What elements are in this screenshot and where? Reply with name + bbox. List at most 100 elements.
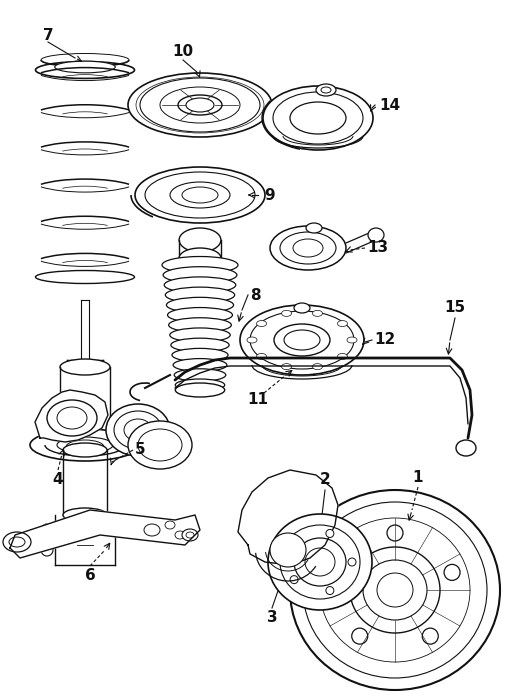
Ellipse shape	[270, 226, 346, 270]
Ellipse shape	[106, 404, 170, 456]
Text: 6: 6	[84, 567, 95, 583]
Ellipse shape	[321, 87, 331, 93]
Text: 14: 14	[379, 98, 400, 112]
Ellipse shape	[337, 320, 348, 327]
Ellipse shape	[182, 187, 218, 203]
Ellipse shape	[280, 525, 360, 599]
Ellipse shape	[273, 92, 363, 144]
Ellipse shape	[163, 267, 237, 283]
Ellipse shape	[167, 308, 232, 322]
Ellipse shape	[347, 337, 357, 343]
Ellipse shape	[186, 98, 214, 112]
Ellipse shape	[60, 359, 110, 375]
Ellipse shape	[377, 573, 413, 607]
Ellipse shape	[171, 338, 229, 352]
Ellipse shape	[316, 84, 336, 96]
Ellipse shape	[306, 223, 322, 233]
Ellipse shape	[35, 271, 135, 283]
Ellipse shape	[293, 239, 323, 257]
Polygon shape	[10, 510, 200, 558]
Text: 4: 4	[53, 473, 63, 487]
Ellipse shape	[140, 78, 260, 132]
Ellipse shape	[294, 538, 346, 586]
Text: 12: 12	[374, 332, 396, 348]
Ellipse shape	[368, 228, 384, 242]
Ellipse shape	[165, 287, 234, 303]
Text: 10: 10	[173, 45, 194, 59]
Ellipse shape	[57, 437, 113, 453]
Ellipse shape	[178, 95, 222, 115]
Ellipse shape	[162, 256, 238, 274]
Ellipse shape	[3, 532, 31, 552]
Ellipse shape	[170, 328, 230, 342]
Ellipse shape	[320, 518, 470, 662]
Text: 2: 2	[319, 473, 330, 487]
Ellipse shape	[282, 364, 291, 370]
Ellipse shape	[284, 330, 320, 350]
Ellipse shape	[128, 73, 272, 137]
Ellipse shape	[57, 407, 87, 429]
Text: 7: 7	[42, 27, 53, 43]
Ellipse shape	[257, 353, 267, 359]
Ellipse shape	[352, 628, 368, 644]
Ellipse shape	[350, 547, 440, 633]
Ellipse shape	[290, 102, 346, 134]
Ellipse shape	[63, 508, 107, 522]
Ellipse shape	[47, 400, 97, 436]
Ellipse shape	[165, 521, 175, 529]
Text: 3: 3	[267, 611, 278, 625]
Ellipse shape	[303, 502, 487, 678]
Ellipse shape	[166, 297, 233, 313]
Text: 13: 13	[368, 241, 389, 255]
Ellipse shape	[35, 61, 135, 78]
Ellipse shape	[172, 348, 228, 362]
Ellipse shape	[175, 531, 185, 539]
Ellipse shape	[179, 228, 221, 252]
Text: 11: 11	[247, 392, 268, 408]
Ellipse shape	[30, 429, 140, 461]
Ellipse shape	[312, 311, 323, 316]
Ellipse shape	[290, 490, 500, 690]
Polygon shape	[35, 390, 108, 442]
Ellipse shape	[270, 533, 306, 567]
Ellipse shape	[348, 558, 356, 566]
Text: 9: 9	[265, 188, 275, 202]
Ellipse shape	[182, 529, 198, 541]
Ellipse shape	[63, 443, 107, 457]
Ellipse shape	[444, 565, 460, 580]
Ellipse shape	[312, 364, 323, 370]
Ellipse shape	[274, 324, 330, 356]
Ellipse shape	[9, 537, 25, 547]
Ellipse shape	[55, 61, 115, 73]
Ellipse shape	[456, 440, 476, 456]
Ellipse shape	[280, 232, 336, 264]
Ellipse shape	[164, 277, 236, 293]
Ellipse shape	[363, 560, 427, 620]
Ellipse shape	[138, 429, 182, 461]
Ellipse shape	[145, 172, 255, 218]
Ellipse shape	[179, 248, 221, 268]
Ellipse shape	[294, 303, 310, 313]
Text: 1: 1	[413, 470, 423, 486]
Ellipse shape	[305, 548, 335, 576]
Ellipse shape	[175, 379, 225, 391]
Ellipse shape	[160, 87, 240, 123]
Ellipse shape	[186, 532, 194, 538]
Ellipse shape	[422, 628, 438, 644]
Ellipse shape	[124, 419, 152, 441]
Ellipse shape	[326, 530, 334, 537]
Ellipse shape	[330, 565, 346, 580]
Ellipse shape	[337, 353, 348, 359]
Ellipse shape	[41, 524, 53, 536]
Ellipse shape	[290, 576, 298, 584]
Ellipse shape	[247, 337, 257, 343]
Ellipse shape	[41, 544, 53, 556]
Text: 5: 5	[135, 443, 145, 457]
Ellipse shape	[282, 311, 291, 316]
Ellipse shape	[290, 540, 298, 549]
Ellipse shape	[175, 383, 225, 397]
Ellipse shape	[263, 86, 373, 150]
Ellipse shape	[250, 311, 354, 369]
Ellipse shape	[135, 167, 265, 223]
Ellipse shape	[114, 411, 162, 449]
